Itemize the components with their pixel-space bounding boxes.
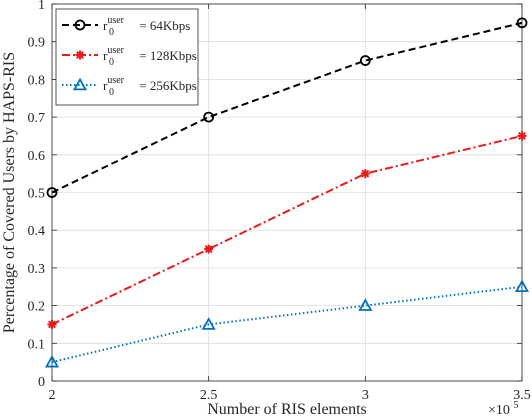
data-point	[203, 111, 215, 123]
legend-base: r	[103, 78, 108, 93]
legend-sup: user	[107, 15, 124, 26]
x-axis-label: Number of RIS elements	[207, 401, 367, 418]
legend-sub: 0	[109, 57, 114, 68]
legend-base: r	[103, 48, 108, 63]
series-line	[51, 134, 523, 326]
data-point	[514, 279, 530, 293]
y-tick-label: 0.6	[28, 149, 46, 164]
series-group	[44, 17, 530, 368]
y-tick-label: 0.4	[28, 224, 46, 239]
legend-base: r	[103, 18, 108, 33]
legend-marker	[72, 77, 88, 91]
legend-entry-3: ruser 0 = 256Kbps	[62, 75, 197, 98]
y-tick-label: 0.3	[28, 262, 46, 277]
marker-center	[206, 246, 211, 252]
legend-marker	[75, 50, 85, 60]
data-point	[517, 131, 527, 141]
legend-label: ruser 0 = 64Kbps	[103, 15, 190, 38]
marker-center	[77, 52, 83, 58]
data-point	[358, 298, 373, 311]
marker-center	[49, 322, 55, 327]
marker-center	[519, 133, 525, 139]
y-tick-label: 0	[38, 375, 45, 390]
y-tick-label: 0.2	[28, 300, 46, 315]
y-tick-label: 1	[38, 0, 45, 13]
legend-sub: 0	[109, 27, 114, 38]
data-point	[516, 17, 528, 29]
data-point	[201, 317, 216, 330]
y-tick-label: 0.1	[28, 337, 46, 352]
x-tick-label: 2	[49, 388, 56, 403]
legend-label: ruser 0 = 128Kbps	[103, 45, 197, 68]
legend-rest: = 128Kbps	[136, 48, 197, 63]
data-point	[47, 319, 57, 329]
data-point	[44, 354, 60, 368]
x-multiplier-base: ×10	[488, 403, 510, 418]
x-tick-label: 3	[362, 388, 369, 403]
legend-entry-2: ruser 0 = 128Kbps	[62, 45, 197, 68]
legend-rest: = 64Kbps	[136, 18, 190, 33]
x-multiplier-exponent: 5	[513, 400, 518, 411]
legend-marker	[74, 19, 86, 31]
y-tick-label: 0.9	[28, 36, 46, 51]
marker-center	[363, 171, 368, 176]
data-point	[204, 244, 214, 254]
data-point	[360, 169, 370, 179]
y-tick-label: 0.5	[28, 187, 46, 202]
series-line	[51, 285, 523, 364]
x-tick-label: 2.5	[200, 388, 218, 403]
y-tick-label: 0.7	[28, 111, 46, 126]
series-line	[51, 21, 523, 194]
data-point	[46, 187, 58, 198]
x-axis-multiplier: ×10 5	[488, 400, 518, 418]
y-axis-label: Percentage of Covered Users by HAPS-RIS	[1, 52, 18, 333]
data-point	[359, 55, 371, 66]
legend-sub: 0	[109, 87, 114, 98]
legend-sup: user	[107, 45, 124, 56]
legend-sup: user	[107, 75, 124, 86]
x-tick-label: 3.5	[513, 388, 531, 403]
legend-entry-1: ruser 0 = 64Kbps	[62, 15, 190, 38]
series-2	[47, 131, 527, 329]
legend-rest: = 256Kbps	[136, 78, 197, 93]
series-3	[44, 279, 530, 368]
series-1	[46, 17, 528, 198]
y-tick-label: 0.8	[28, 73, 46, 88]
axis-ticks: 0 0.1 0.2 0.3 0.4 0.5 0.6 0.7 0.8 0.9 1 2 2.5 3 3.5	[28, 0, 531, 403]
legend-label: ruser 0 = 256Kbps	[103, 75, 197, 98]
